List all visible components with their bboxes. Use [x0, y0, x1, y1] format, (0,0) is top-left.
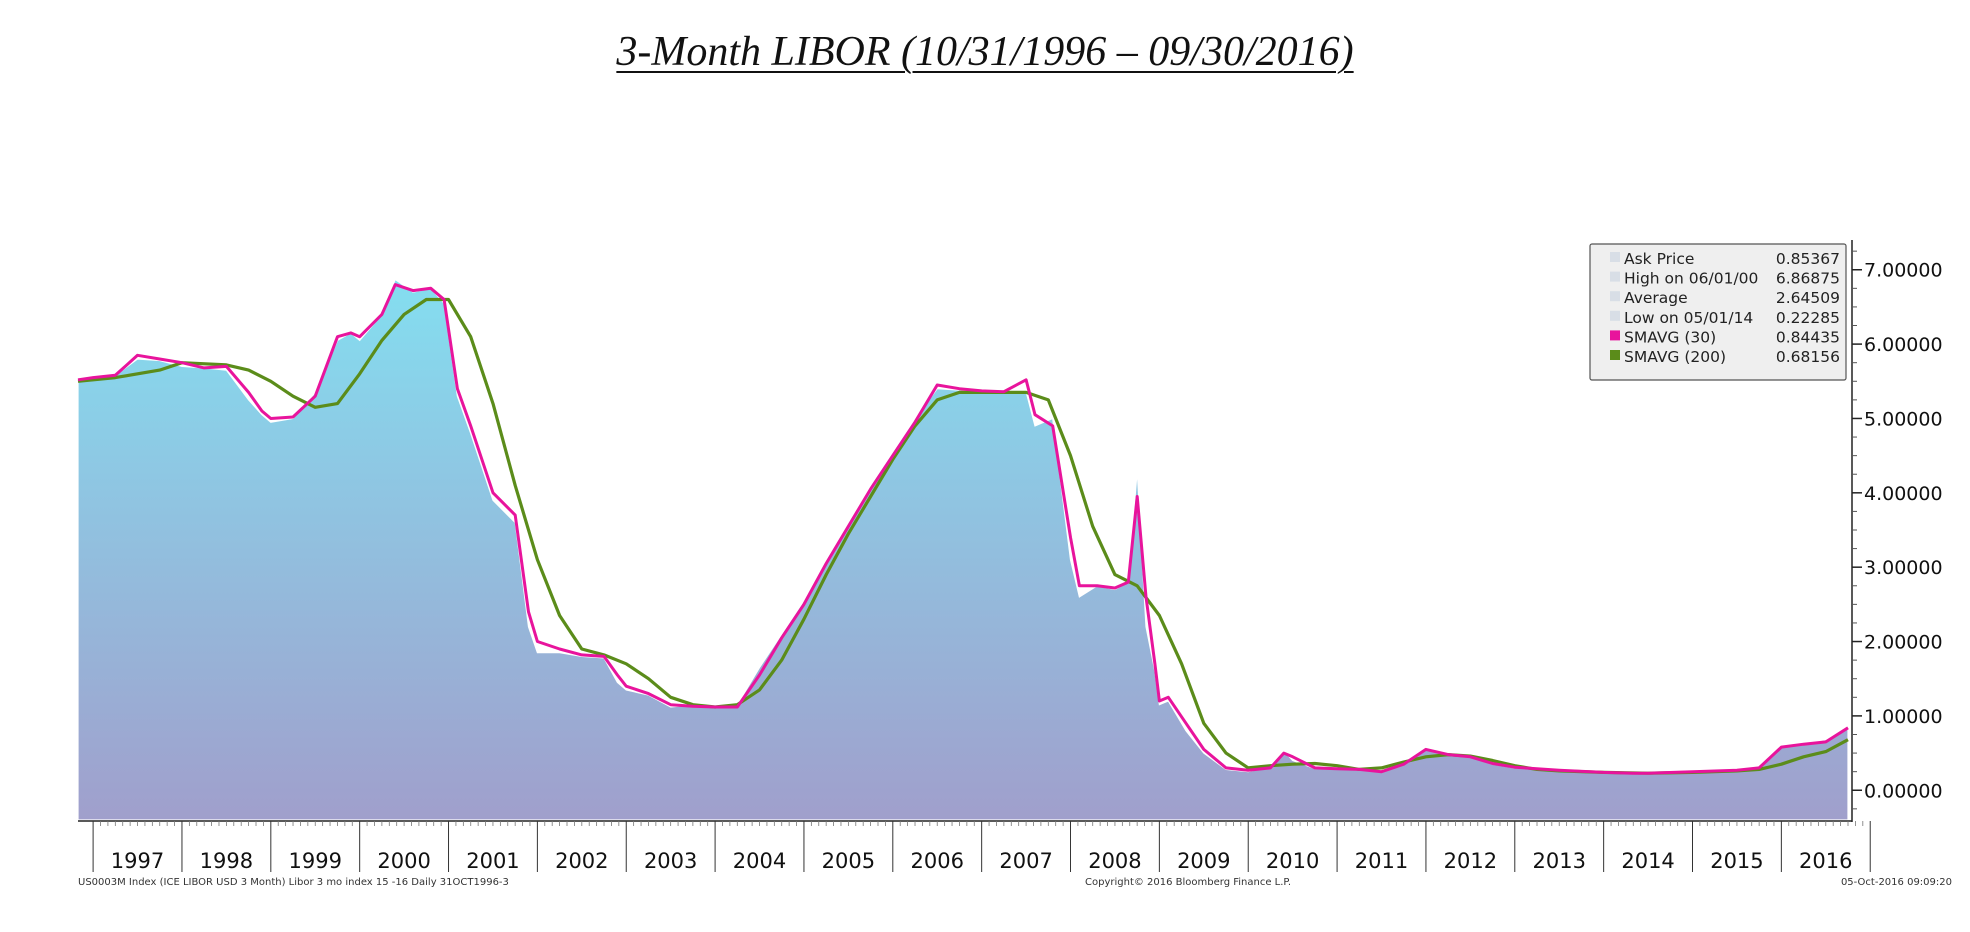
x-tick-label: 2002	[555, 849, 608, 873]
y-tick-label: 0.00000	[1864, 780, 1943, 802]
legend-value: 2.64509	[1776, 289, 1840, 307]
y-tick-label: 6.00000	[1864, 334, 1943, 356]
x-tick-label: 2003	[644, 849, 697, 873]
x-tick-label: 2015	[1710, 849, 1763, 873]
y-tick-label: 5.00000	[1864, 408, 1943, 430]
footer-right: 05-Oct-2016 09:09:20	[1841, 877, 1952, 888]
x-tick-label: 2008	[1088, 849, 1141, 873]
x-tick-label: 2006	[911, 849, 964, 873]
y-tick-label: 3.00000	[1864, 557, 1943, 579]
x-tick-label: 2011	[1355, 849, 1408, 873]
legend-value: 0.84435	[1776, 328, 1840, 346]
legend-marker-swatch	[1610, 252, 1620, 262]
legend-label: SMAVG (200)	[1624, 348, 1726, 366]
legend: Ask Price 0.85367 High on 06/01/00 6.86875 A…	[1589, 243, 1847, 381]
chart-title: 3-Month LIBOR (10/31/1996 – 09/30/2016)	[616, 29, 1354, 75]
x-tick-label: 2010	[1266, 849, 1319, 873]
legend-label: Average	[1624, 289, 1688, 307]
x-tick-label: 2012	[1444, 849, 1497, 873]
legend-value: 0.68156	[1776, 348, 1840, 366]
x-tick-label: 1997	[111, 849, 164, 873]
legend-label: Low on 05/01/14	[1624, 309, 1753, 327]
legend-label: SMAVG (30)	[1624, 328, 1716, 346]
x-tick-label: 1998	[200, 849, 253, 873]
legend-value: 0.22285	[1776, 309, 1840, 327]
x-tick-label: 1999	[289, 849, 342, 873]
legend-marker-swatch	[1610, 310, 1620, 321]
axes: 7.00000 6.00000 5.00000 4.00000 3.00000 2.000…	[78, 240, 1943, 873]
y-tick-label: 4.00000	[1864, 483, 1943, 505]
legend-marker-swatch	[1610, 330, 1620, 341]
y-tick-label: 1.00000	[1864, 706, 1943, 728]
x-tick-label: 2016	[1799, 849, 1852, 873]
x-tick-label: 2005	[822, 849, 875, 873]
legend-marker-swatch	[1610, 271, 1620, 282]
x-tick-label: 2007	[999, 849, 1052, 873]
legend-value: 6.86875	[1776, 270, 1840, 288]
legend-label: Ask Price	[1624, 250, 1694, 268]
series-ask-price-area	[77, 278, 1849, 821]
legend-box	[1589, 243, 1847, 381]
series-smavg-200-line	[77, 297, 1849, 775]
x-tick-label: 2013	[1532, 849, 1585, 873]
x-tick-label: 2009	[1177, 849, 1230, 873]
legend-marker-swatch	[1610, 350, 1620, 360]
legend-label: High on 06/01/00	[1624, 270, 1758, 288]
y-tick-label: 2.00000	[1864, 632, 1943, 654]
x-tick-label: 2001	[466, 849, 519, 873]
series-smavg-30-line	[77, 283, 1849, 775]
legend-marker-swatch	[1610, 291, 1620, 302]
x-tick-label: 2000	[377, 849, 430, 873]
legend-value: 0.85367	[1776, 250, 1840, 268]
footer-left: US0003M Index (ICE LIBOR USD 3 Month) Li…	[78, 877, 509, 888]
footer: US0003M Index (ICE LIBOR USD 3 Month) Li…	[78, 877, 1952, 888]
plot-area	[77, 278, 1849, 821]
x-tick-label: 2014	[1621, 849, 1674, 873]
x-tick-label: 2004	[733, 849, 786, 873]
footer-center: Copyright© 2016 Bloomberg Finance L.P.	[1085, 877, 1291, 888]
y-tick-label: 7.00000	[1864, 260, 1943, 282]
